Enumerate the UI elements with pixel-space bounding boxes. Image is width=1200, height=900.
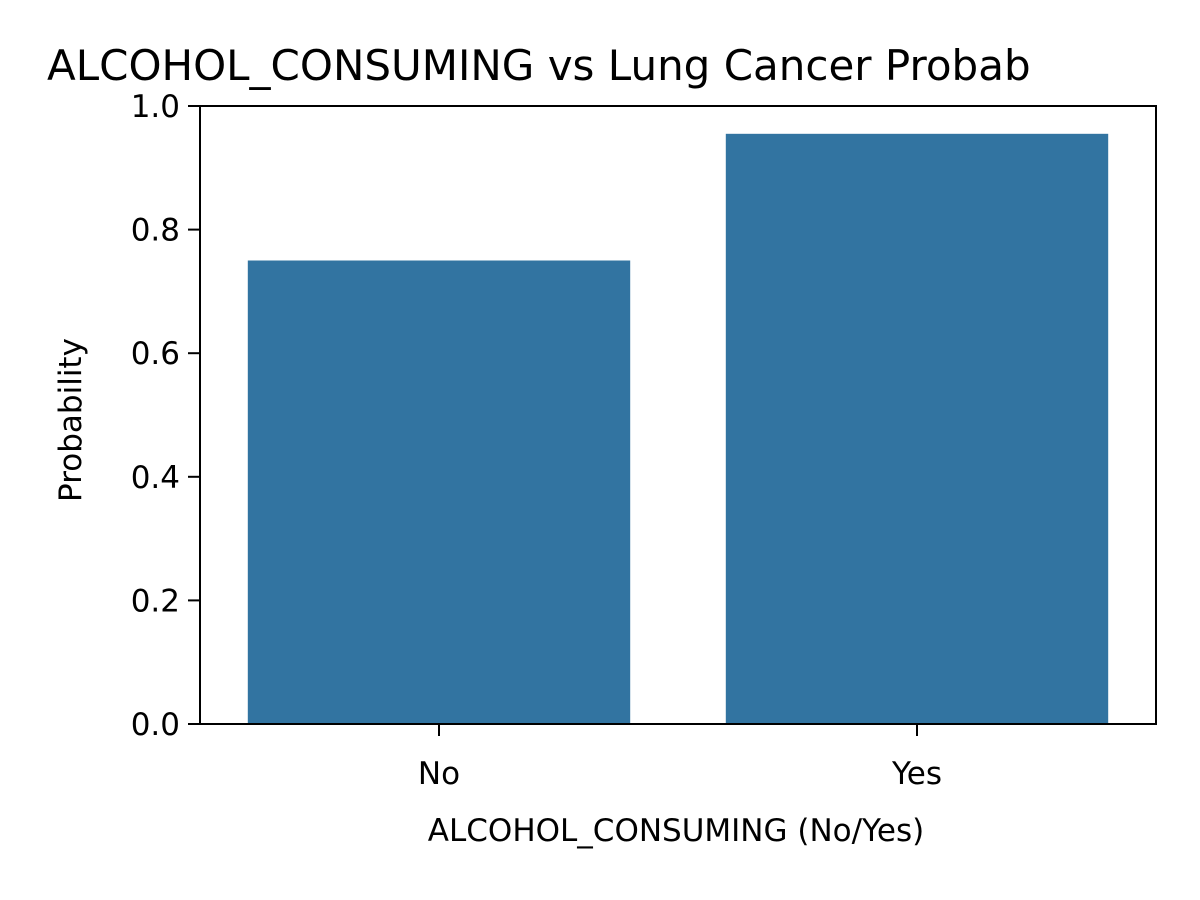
chart-title: ALCOHOL_CONSUMING vs Lung Cancer Probab [47,41,1031,90]
y-tick-label: 0.2 [131,583,180,619]
bar-yes [725,133,1109,724]
y-tick-label: 1.0 [131,89,180,125]
y-axis-label: Probability [53,338,89,502]
plot-area-frame [199,105,1157,725]
y-axis-ticks: 0.0 0.2 0.4 0.6 0.8 1.0 [131,89,200,743]
x-tick-label: Yes [891,756,942,792]
x-axis-label: ALCOHOL_CONSUMING (No/Yes) [428,813,924,849]
x-tick-label: No [418,756,460,792]
bars-group [247,133,1109,724]
y-tick-label: 0.6 [131,336,180,372]
y-tick-label: 0.0 [131,707,180,743]
x-axis-ticks: No Yes [418,724,942,792]
y-tick-label: 0.8 [131,213,180,249]
y-tick-label: 0.4 [131,460,180,496]
bar-no [247,260,631,724]
